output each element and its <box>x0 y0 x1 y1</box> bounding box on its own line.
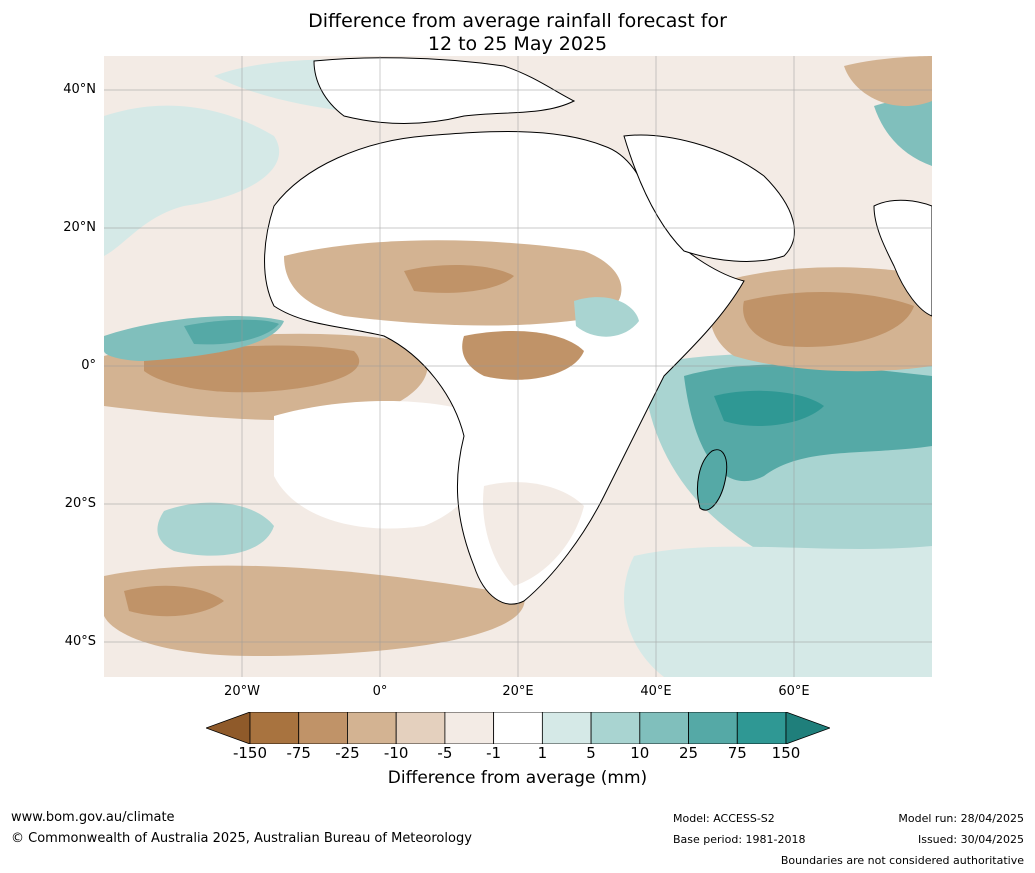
colorbar <box>204 711 832 745</box>
lon-label-40e: 40°E <box>640 684 672 699</box>
colorbar-cell <box>639 711 689 745</box>
south-atlantic-dry-core <box>144 345 360 393</box>
colorbar-tick-label: 10 <box>630 744 650 762</box>
colorbar-cell <box>347 711 397 745</box>
southern-indian-ocean-light-wet <box>624 546 932 677</box>
colorbar-cell <box>444 711 495 745</box>
colorbar-tick-label: -25 <box>335 744 360 762</box>
colorbar-arrow-high <box>785 711 832 745</box>
map-title-line-1: Difference from average rainfall forecas… <box>308 10 727 32</box>
colorbar-cell <box>493 711 543 745</box>
sahel-dry-core <box>404 264 514 293</box>
footer-copyright: © Commonwealth of Australia 2025, Austra… <box>11 831 472 846</box>
madagascar <box>697 449 728 511</box>
footer-base-period: Base period: 1981-2018 <box>673 833 806 846</box>
south-atlantic-wet-patch <box>157 502 274 556</box>
equatorial-atlantic-wet-core <box>184 319 279 345</box>
footer-disclaimer: Boundaries are not considered authoritat… <box>780 854 1024 867</box>
colorbar-cell <box>249 711 300 745</box>
footer-url[interactable]: www.bom.gov.au/climate <box>11 810 175 825</box>
central-africa-dry-region <box>462 331 584 380</box>
colorbar-tick-label: -75 <box>286 744 311 762</box>
middle-east-dry-patch <box>844 56 932 107</box>
lon-label-60e: 60°E <box>778 684 810 699</box>
colorbar-arrow-low <box>204 711 251 745</box>
colorbar-tick-label: -150 <box>232 744 268 762</box>
north-atlantic-wet-region <box>104 105 280 256</box>
colorbar-svg <box>204 711 832 745</box>
map-title: Difference from average rainfall forecas… <box>0 10 1035 56</box>
lat-label-40n: 40°N <box>63 82 96 97</box>
colorbar-tick-label: -10 <box>383 744 409 762</box>
arabian-sea-dry-core <box>743 291 914 347</box>
europe-landmass <box>313 57 576 124</box>
lat-label-20s: 20°S <box>64 496 96 511</box>
southern-africa-light-dry <box>483 482 584 586</box>
colorbar-tick-label: -1 <box>486 744 502 762</box>
footer-model: Model: ACCESS-S2 <box>673 812 775 825</box>
colorbar-title: Difference from average (mm) <box>387 768 648 788</box>
graticule <box>104 56 932 677</box>
middle-east-wet-patch <box>874 99 932 166</box>
colorbar-tick-label: 25 <box>678 744 699 762</box>
rainfall-map <box>104 56 932 677</box>
colorbar-cells <box>204 711 832 745</box>
map-title-line-2: 12 to 25 May 2025 <box>427 33 608 55</box>
lon-label-20w: 20°W <box>224 684 260 699</box>
colorbar-tick-label: 150 <box>771 744 801 762</box>
east-africa-wet-patch <box>574 297 639 337</box>
southern-ocean-dry-region <box>104 565 525 656</box>
colorbar-tick-label: -5 <box>437 744 453 762</box>
colorbar-tick-label: 75 <box>727 744 747 762</box>
footer-model-run: Model run: 28/04/2025 <box>898 812 1024 825</box>
southern-ocean-dry-core <box>124 585 224 617</box>
india-landmass <box>873 199 932 317</box>
colorbar-cell <box>590 711 641 745</box>
rainfall-map-svg <box>104 56 932 677</box>
lat-label-0: 0° <box>81 358 96 373</box>
colorbar-cell <box>736 711 787 745</box>
arabia-landmass <box>623 134 795 262</box>
footer-issued: Issued: 30/04/2025 <box>917 833 1024 846</box>
colorbar-tick-label: 5 <box>586 744 596 762</box>
colorbar-tick-label: 1 <box>537 744 548 762</box>
colorbar-cell <box>541 711 592 745</box>
lon-label-0: 0° <box>372 684 388 699</box>
lat-label-20n: 20°N <box>63 220 96 235</box>
lat-label-40s: 40°S <box>64 634 96 649</box>
indian-ocean-strong-wet-core <box>714 390 824 426</box>
colorbar-cell <box>395 711 446 745</box>
colorbar-cell <box>688 711 738 745</box>
lon-label-20e: 20°E <box>502 684 534 699</box>
colorbar-cell <box>298 711 348 745</box>
